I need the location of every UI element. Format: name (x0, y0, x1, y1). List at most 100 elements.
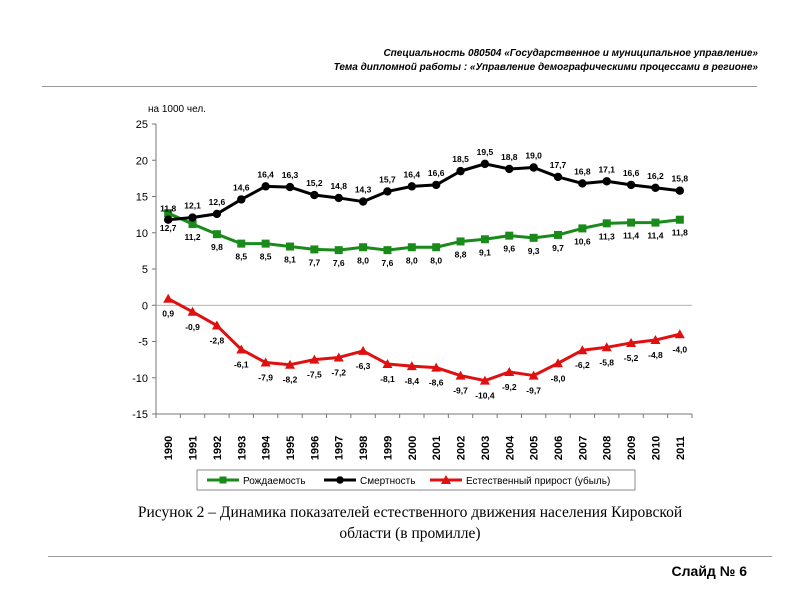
legend-label: Рождаемость (243, 476, 306, 487)
birth-rate-label: 8,5 (235, 252, 247, 262)
natural-increase-label: -7,9 (258, 373, 273, 383)
birth-rate-point (529, 233, 538, 242)
x-tick-label: 1992 (212, 436, 224, 460)
birth-rate-point (261, 239, 270, 248)
natural-increase-label: -5,2 (624, 353, 639, 363)
birth-rate-label: 8,0 (430, 255, 442, 265)
series-line-0 (167, 211, 680, 252)
natural-increase-point (382, 358, 393, 368)
header: Специальность 080504 «Государственное и … (334, 47, 758, 75)
natural-increase-label: 0,9 (162, 309, 174, 319)
death-rate-point (188, 213, 197, 222)
natural-increase-point (358, 345, 369, 355)
caption-line-2: области (в промилле) (339, 525, 481, 542)
natural-increase-label: -9,7 (453, 386, 468, 396)
birth-rate-label: 9,8 (211, 242, 223, 252)
natural-increase-label: -4,0 (672, 344, 687, 354)
birth-rate-point (237, 239, 246, 248)
natural-increase-label: -9,2 (502, 382, 517, 392)
x-tick-label: 1997 (334, 436, 346, 460)
legend-label: Смертность (360, 476, 415, 487)
bottom-divider (48, 556, 772, 557)
death-rate-label: 12,6 (209, 197, 226, 207)
death-rate-point (431, 180, 441, 190)
x-tick-label: 1995 (285, 436, 297, 460)
series-line-2 (167, 297, 681, 383)
death-rate-point (383, 187, 392, 196)
death-rate-point (407, 182, 417, 191)
y-tick-label: -15 (132, 409, 148, 421)
y-tick-label: 0 (142, 300, 148, 312)
x-tick-label: 1991 (188, 436, 200, 460)
figure-caption: Рисунок 2 – Динамика показателей естеств… (60, 502, 760, 544)
x-tick-label: 2010 (650, 436, 662, 460)
death-rate-label: 17,1 (598, 164, 615, 174)
natural-increase-point (479, 375, 490, 385)
legend-circle-marker (336, 476, 344, 484)
birth-rate-point (212, 230, 221, 239)
birth-rate-point (602, 219, 611, 228)
natural-increase-label: -6,3 (356, 361, 371, 371)
death-rate-label: 15,7 (379, 174, 396, 184)
birth-rate-point (651, 218, 660, 227)
natural-increase-point (431, 362, 442, 372)
series-line-1 (168, 162, 680, 222)
natural-increase-label: -8,4 (404, 376, 419, 386)
x-tick-label: 2001 (431, 436, 443, 460)
x-tick-label: 2000 (407, 436, 419, 460)
birth-rate-point (480, 235, 489, 244)
birth-rate-label: 10,6 (574, 236, 591, 246)
birth-rate-point (578, 224, 587, 233)
birth-rate-label: 11,4 (623, 231, 639, 241)
birth-rate-label: 7,6 (382, 258, 394, 268)
death-rate-label: 19,5 (477, 147, 494, 157)
birth-rate-label: 8,0 (357, 255, 369, 265)
death-rate-label: 16,6 (623, 168, 640, 178)
death-rate-point (358, 197, 368, 206)
legend-label: Естественный прирост (убыль) (466, 475, 610, 487)
death-rate-point (529, 163, 538, 172)
birth-rate-label: 7,7 (308, 257, 320, 267)
birth-rate-point (310, 245, 319, 254)
natural-increase-point (528, 370, 539, 380)
x-tick-label: 2004 (504, 435, 516, 460)
death-rate-label: 14,8 (330, 181, 347, 191)
natural-increase-label: -8,0 (551, 373, 566, 383)
natural-increase-label: -0,9 (185, 322, 200, 332)
death-rate-label: 16,4 (404, 169, 421, 179)
birth-rate-point (505, 231, 514, 240)
birth-rate-point (675, 215, 684, 224)
x-tick-label: 2008 (602, 436, 614, 460)
birth-rate-label: 8,0 (406, 255, 418, 265)
natural-increase-point (285, 359, 295, 369)
specialty-line: Специальность 080504 «Государственное и … (383, 48, 758, 59)
natural-increase-point (504, 366, 515, 376)
y-tick-label: 20 (136, 155, 148, 167)
natural-increase-label: -8,2 (283, 375, 298, 385)
natural-increase-point (650, 335, 661, 345)
x-tick-label: 2007 (577, 436, 589, 460)
death-rate-label: 11,8 (160, 204, 176, 214)
birth-rate-label: 9,1 (479, 247, 491, 257)
death-rate-point (310, 190, 319, 200)
natural-increase-label: -7,5 (307, 370, 322, 380)
death-rate-point (212, 209, 222, 219)
natural-increase-point (309, 354, 320, 364)
natural-increase-point (163, 293, 174, 303)
x-tick-label: 1990 (163, 436, 175, 460)
death-rate-point (553, 172, 563, 182)
y-tick-label: 25 (136, 119, 148, 131)
death-rate-point (261, 182, 270, 191)
birth-rate-label: 9,3 (528, 246, 540, 256)
legend-square-marker (219, 476, 227, 484)
birth-rate-point (188, 220, 197, 229)
natural-increase-label: -2,8 (210, 336, 225, 346)
natural-increase-label: -6,2 (575, 360, 590, 370)
natural-increase-label: -4,8 (648, 350, 663, 360)
natural-increase-point (553, 358, 563, 368)
x-tick-label: 1994 (261, 435, 273, 460)
birth-rate-label: 11,3 (599, 231, 615, 241)
natural-increase-point (626, 337, 637, 347)
x-tick-label: 2002 (456, 436, 468, 460)
